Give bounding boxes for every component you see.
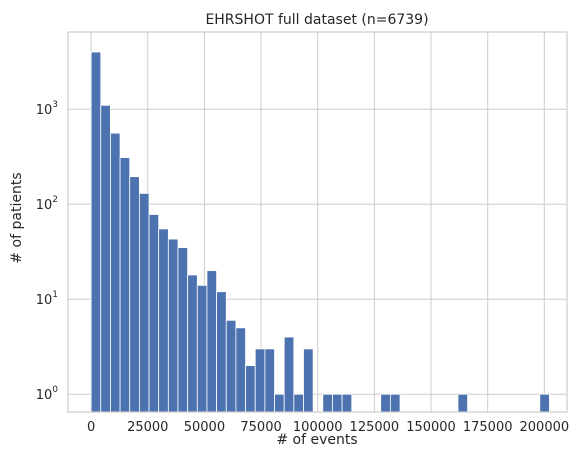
y-axis-ticks: 100 101 102 103 [36,100,59,403]
histogram-bar [196,284,208,413]
histogram-bar [245,365,256,413]
histogram-bar [254,348,266,413]
x-tick-label: 175000 [463,420,513,435]
histogram-bar [303,348,314,413]
histogram-bars [90,51,550,413]
x-axis-title: # of events [276,432,357,448]
y-tick-label: 101 [36,290,58,308]
x-tick-label: 125000 [350,420,400,435]
x-axis-ticks: 0 25000 50000 75000 100000 125000 150000 175000… [87,420,569,435]
histogram-bar [322,393,333,413]
x-tick-label: 25000 [127,420,168,435]
histogram-bar [129,176,140,413]
histogram-bar [110,132,121,413]
x-tick-label: 150000 [406,420,456,435]
histogram-bar [539,393,550,413]
histogram-bar [380,393,391,413]
histogram-bar [187,274,198,413]
histogram-bar [235,327,246,413]
y-tick-label: 103 [36,100,58,118]
x-tick-label: 200000 [520,420,570,435]
x-tick-label: 50000 [184,420,225,435]
histogram-bar [274,393,285,413]
x-tick-label: 0 [87,420,95,435]
plot-frame [67,31,568,413]
histogram-bar [341,393,353,413]
histogram-bar [264,348,275,413]
y-tick-label: 102 [36,195,58,213]
histogram-bar [138,193,150,413]
histogram-bar [332,393,343,413]
histogram-bar [119,157,131,413]
histogram-bar [225,319,237,413]
histogram-bar [206,270,218,413]
x-tick-label: 100000 [293,420,343,435]
histogram-bar [283,336,295,413]
histogram-bar [457,393,469,413]
histogram-bar [177,247,189,413]
x-tick-label: 75000 [240,420,281,435]
histogram-bar [216,291,227,413]
histogram-bar [167,238,179,413]
histogram-bar [389,393,401,413]
histogram-bar [100,104,111,413]
histogram-bar [158,228,169,413]
chart-title: EHRSHOT full dataset (n=6739) [205,12,428,28]
histogram-bar [293,393,304,413]
y-tick-label: 100 [36,385,59,403]
y-axis-title: # of patients [9,172,25,263]
histogram-bar [148,214,160,413]
histogram-bar [90,51,102,413]
